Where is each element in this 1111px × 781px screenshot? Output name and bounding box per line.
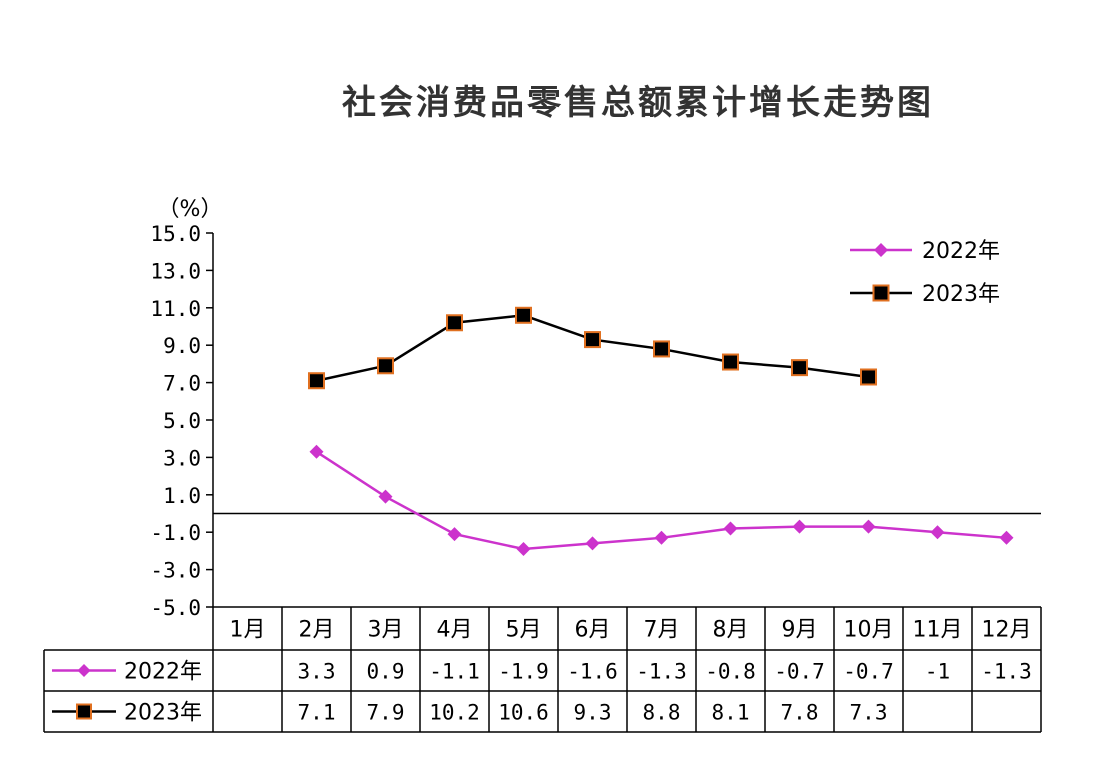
data-point bbox=[930, 525, 945, 540]
data-label: 7.8 bbox=[781, 701, 819, 725]
data-point bbox=[861, 519, 876, 534]
data-point bbox=[722, 353, 739, 371]
data-label: 9.3 bbox=[574, 701, 612, 725]
y-tick-label: -1.0 bbox=[150, 521, 201, 545]
y-tick-label: 11.0 bbox=[150, 297, 201, 321]
chart-title: 社会消费品零售总额累计增长走势图 bbox=[342, 83, 934, 123]
data-point bbox=[792, 519, 807, 534]
data-label: -1 bbox=[925, 660, 950, 684]
data-point bbox=[585, 536, 600, 551]
y-tick-label: 7.0 bbox=[163, 372, 201, 396]
legend-item: 2022年 bbox=[850, 239, 1000, 264]
legend: 2022年 2023年 bbox=[850, 239, 1000, 307]
y-tick-label: 1.0 bbox=[163, 484, 201, 508]
data-label: 10.6 bbox=[498, 701, 549, 725]
data-label: 8.1 bbox=[712, 701, 750, 725]
data-point bbox=[378, 489, 393, 504]
table-series-name: 2022年 bbox=[124, 660, 202, 685]
data-label: 7.1 bbox=[298, 701, 336, 725]
table-legend-marker bbox=[77, 664, 91, 677]
data-label: -1.3 bbox=[981, 660, 1032, 684]
y-tick-label: -5.0 bbox=[150, 596, 201, 620]
y-tick-label: 5.0 bbox=[163, 409, 201, 433]
y-tick-label: 13.0 bbox=[150, 259, 201, 283]
x-tick-label: 4月 bbox=[437, 618, 473, 643]
data-label: 8.8 bbox=[643, 701, 681, 725]
data-point bbox=[723, 521, 738, 536]
x-tick-label: 5月 bbox=[506, 618, 542, 643]
data-label: -1.9 bbox=[498, 660, 549, 684]
series-lines bbox=[308, 306, 1014, 557]
data-label: -0.8 bbox=[705, 660, 756, 684]
data-label: 3.3 bbox=[298, 660, 336, 684]
data-point bbox=[308, 372, 325, 390]
legend-marker bbox=[872, 284, 890, 302]
data-label: -1.3 bbox=[636, 660, 687, 684]
data-point bbox=[654, 530, 669, 545]
data-label: -0.7 bbox=[774, 660, 825, 684]
x-tick-label: 6月 bbox=[575, 618, 611, 643]
data-point bbox=[860, 368, 877, 386]
data-point bbox=[447, 527, 462, 542]
legend-label: 2022年 bbox=[922, 239, 1000, 264]
series-2023 bbox=[308, 306, 877, 390]
data-point bbox=[446, 314, 463, 332]
table-legend-marker bbox=[76, 703, 92, 720]
data-point bbox=[791, 359, 808, 377]
y-axis-unit-label: （%） bbox=[158, 197, 223, 222]
table-row: 2022年 3.3 0.9 -1.1 -1.9 -1.6 -1.3 -0.8 -0.7 -0.7 -… bbox=[52, 660, 1032, 685]
table-row: 2023年 7.1 7.9 10.2 10.6 9.3 8.8 8.1 7.8 7.3 bbox=[52, 701, 887, 726]
x-tick-label: 12月 bbox=[982, 618, 1032, 643]
y-tick-label: 9.0 bbox=[163, 334, 201, 358]
x-tick-label: 3月 bbox=[368, 618, 404, 643]
data-table: 1月 2月 3月 4月 5月 6月 7月 8月 9月 10月 11月 12月 2022年 3.3 0.9 -1… bbox=[43, 606, 1042, 733]
x-tick-label: 1月 bbox=[230, 618, 266, 643]
x-tick-label: 11月 bbox=[913, 618, 963, 643]
x-tick-label: 2月 bbox=[299, 618, 335, 643]
y-tick-label: -3.0 bbox=[150, 559, 201, 583]
data-point bbox=[515, 306, 532, 324]
data-label: 10.2 bbox=[429, 701, 480, 725]
series-2022 bbox=[309, 444, 1014, 557]
data-point bbox=[653, 340, 670, 358]
x-tick-label: 7月 bbox=[644, 618, 680, 643]
legend-item: 2023年 bbox=[850, 282, 1000, 307]
x-tick-label: 9月 bbox=[782, 618, 818, 643]
table-series-name: 2023年 bbox=[124, 701, 202, 726]
axes: 15.0 13.0 11.0 9.0 7.0 5.0 3.0 1.0 -1.0 -3.0 -5.0 bbox=[150, 222, 1041, 620]
data-label: -0.7 bbox=[843, 660, 894, 684]
data-label: -1.1 bbox=[429, 660, 480, 684]
data-point bbox=[999, 530, 1014, 545]
data-point bbox=[377, 357, 394, 375]
x-tick-label: 8月 bbox=[713, 618, 749, 643]
data-point bbox=[516, 542, 531, 557]
data-point bbox=[309, 444, 324, 459]
data-label: 7.9 bbox=[367, 701, 405, 725]
data-label: 0.9 bbox=[367, 660, 405, 684]
y-tick-label: 15.0 bbox=[150, 222, 201, 246]
legend-label: 2023年 bbox=[922, 282, 1000, 307]
legend-marker bbox=[874, 243, 888, 257]
data-label: -1.6 bbox=[567, 660, 618, 684]
y-tick-label: 3.0 bbox=[163, 446, 201, 470]
data-point bbox=[584, 331, 601, 349]
data-label: 7.3 bbox=[850, 701, 888, 725]
x-tick-label: 10月 bbox=[844, 618, 894, 643]
